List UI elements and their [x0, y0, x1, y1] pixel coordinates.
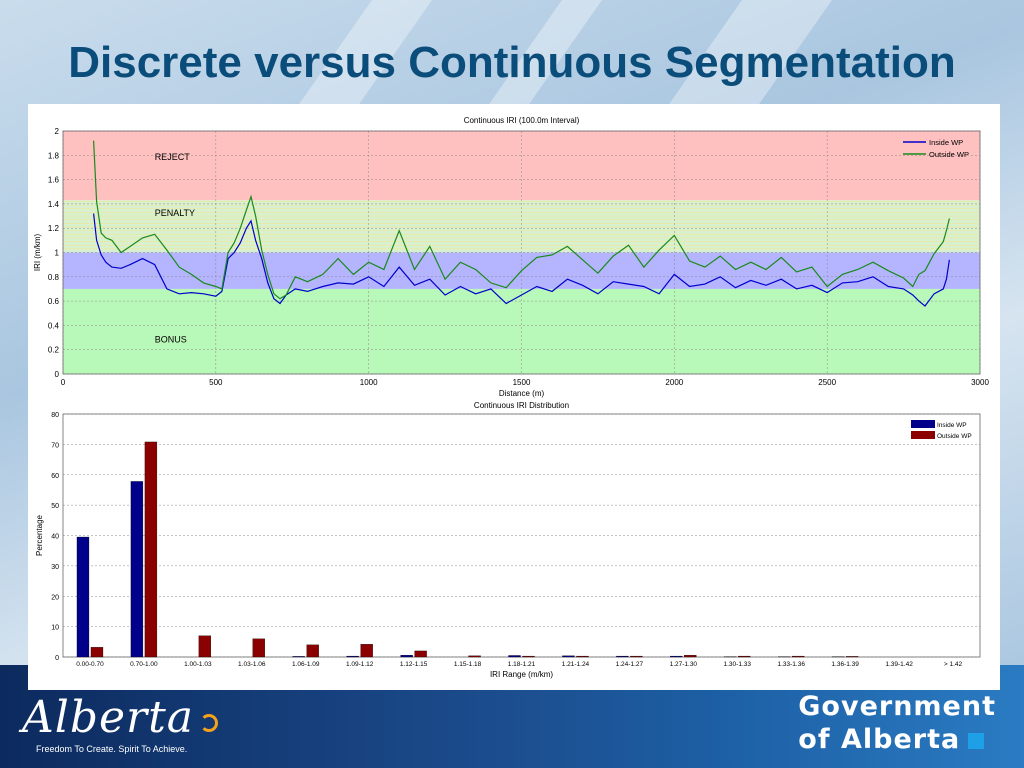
tick-label-x: 1000: [360, 378, 378, 387]
swoosh-icon: [200, 714, 219, 732]
y-axis-label: IRI (m/km): [33, 234, 42, 272]
bar-tick-label-y: 10: [51, 625, 59, 632]
series-line-outside-wp: [93, 140, 950, 300]
bar-category-label: 1.33-1.36: [777, 661, 805, 668]
bar: [414, 650, 427, 658]
zone-reject: [63, 131, 980, 201]
square-icon: [968, 732, 985, 749]
bar-category-label: 1.39-1.42: [885, 661, 913, 668]
zone-label: BONUS: [155, 334, 187, 344]
bar-tick-label-y: 40: [51, 534, 59, 541]
bar-category-label: 1.30-1.33: [724, 661, 752, 668]
bar: [306, 644, 319, 658]
bar-legend-swatch: [911, 420, 935, 428]
bar: [576, 655, 589, 658]
bar-category-label: 1.21-1.24: [562, 661, 590, 668]
bar: [616, 655, 629, 658]
alberta-wordmark: Alberta: [22, 692, 194, 743]
tick-label-y: 0: [55, 370, 60, 379]
gov-line-2: of Alberta: [798, 724, 961, 755]
bar: [90, 647, 104, 658]
bar: [522, 655, 535, 658]
alberta-logo: Alberta: [22, 692, 219, 743]
bar: [738, 655, 751, 658]
bar-category-label: 0.00-0.70: [76, 661, 104, 668]
chart-panel: 0 0.2 0.4 0.6 0.8 1 1.2 1.4 1.6 1.8 2 0 500 1000 1500 2…: [28, 104, 1000, 690]
bar-category-label: 1.00-1.03: [184, 661, 212, 668]
tick-label-y: 0.6: [48, 297, 60, 306]
bar-category-label: 1.27-1.30: [670, 661, 698, 668]
tick-label-x: 2500: [818, 378, 836, 387]
bar: [468, 655, 481, 658]
plot-frame: [62, 130, 981, 375]
bar-chart-title: Continuous IRI Distribution: [474, 401, 569, 410]
legend-label: Inside WP: [929, 138, 963, 147]
zone-label: PENALTY: [155, 208, 195, 218]
bar-category-label: 0.70-1.00: [130, 661, 158, 668]
bar-legend-label: Inside WP: [937, 422, 967, 429]
tick-label-y: 1.2: [48, 224, 60, 233]
bar-x-axis-label: IRI Range (m/km): [490, 670, 553, 679]
bar-category-label: 1.15-1.18: [454, 661, 482, 668]
bar-category-label: 1.03-1.06: [238, 661, 266, 668]
bar: [360, 644, 373, 658]
tick-label-y: 0.8: [48, 273, 60, 282]
tick-label-x: 0: [61, 378, 66, 387]
bar-category-label: 1.06-1.09: [292, 661, 320, 668]
series-line-inside-wp: [93, 213, 950, 307]
bar: [400, 655, 413, 658]
bar: [508, 655, 521, 658]
tick-label-y: 2: [55, 127, 60, 136]
bar-tick-label-y: 70: [51, 442, 59, 449]
slide-title: Discrete versus Continuous Segmentation: [68, 38, 956, 87]
bar: [198, 635, 212, 658]
bar: [130, 481, 144, 658]
bar: [562, 655, 575, 658]
bar: [346, 655, 359, 658]
bar-tick-label-y: 30: [51, 564, 59, 571]
bar-y-axis-label: Percentage: [35, 514, 44, 555]
bar-tick-label-y: 50: [51, 503, 59, 510]
bar-legend-label: Outside WP: [937, 433, 972, 440]
bar-category-label: 1.18-1.21: [508, 661, 536, 668]
bar: [76, 536, 90, 658]
bar-category-label: > 1.42: [944, 661, 963, 668]
chart-title: Continuous IRI (100.0m Interval): [464, 116, 580, 125]
tick-label-y: 0.2: [48, 346, 60, 355]
bar-tick-label-y: 20: [51, 594, 59, 601]
tick-label-y: 1.8: [48, 151, 60, 160]
bar-legend-swatch: [911, 431, 935, 439]
tagline: Freedom To Create. Spirit To Achieve.: [36, 744, 188, 754]
tick-label-x: 2000: [665, 378, 683, 387]
zone-label: REJECT: [155, 152, 191, 162]
bar-category-label: 1.12-1.15: [400, 661, 428, 668]
bar-tick-label-y: 80: [51, 412, 59, 419]
tick-label-y: 1: [55, 249, 60, 258]
tick-label-x: 500: [209, 378, 223, 387]
tick-label-x: 1500: [513, 378, 531, 387]
legend-label: Outside WP: [929, 150, 969, 159]
tick-label-x: 3000: [971, 378, 989, 387]
bar-plot-frame: [62, 413, 981, 658]
government-of-alberta-logo: Government of Alberta: [798, 690, 996, 756]
tick-label-y: 1.6: [48, 176, 60, 185]
bar-tick-label-y: 60: [51, 473, 59, 480]
charts-svg: 00.20.40.60.811.21.41.61.820 500 1000 1500 2…: [33, 116, 989, 679]
bar: [252, 638, 265, 658]
bar: [670, 655, 683, 658]
bar: [792, 655, 805, 658]
bar: [292, 656, 305, 658]
bar: [144, 441, 158, 658]
bar-category-label: 1.24-1.27: [616, 661, 644, 668]
tick-label-y: 1.4: [48, 200, 60, 209]
bar-category-label: 1.09-1.12: [346, 661, 374, 668]
bar: [845, 656, 859, 658]
x-axis-label: Distance (m): [499, 389, 545, 398]
bar-category-label: 1.36-1.39: [831, 661, 859, 668]
bar-tick-label-y: 0: [55, 655, 59, 662]
tick-label-y: 0.4: [48, 321, 60, 330]
bar: [630, 655, 643, 658]
gov-line-1: Government: [798, 691, 996, 722]
bar: [684, 655, 697, 658]
